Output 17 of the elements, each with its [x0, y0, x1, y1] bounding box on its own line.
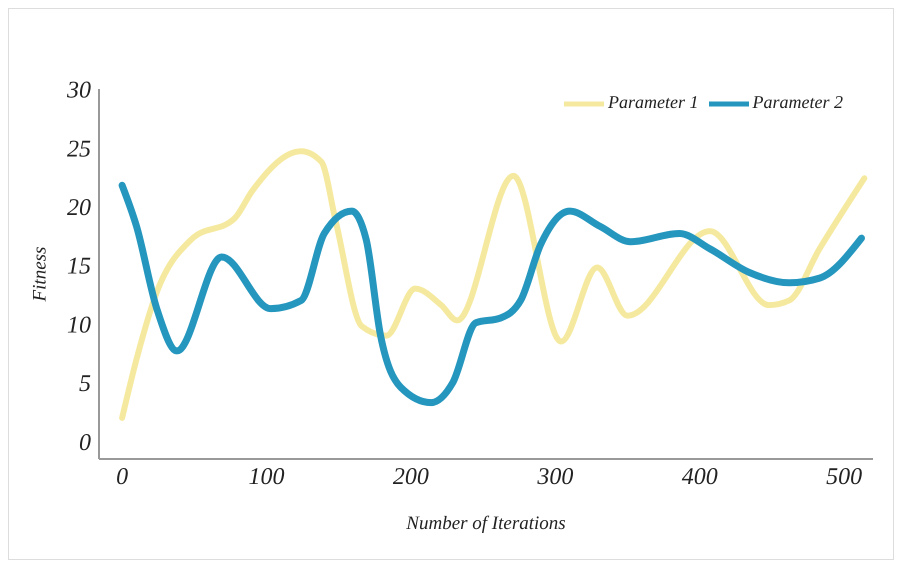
y-tick-label: 10: [67, 312, 91, 338]
y-tick-label: 15: [67, 254, 91, 280]
y-tick-label: 20: [67, 194, 91, 221]
x-tick-label: 100: [248, 464, 285, 490]
x-tick-label: 500: [826, 464, 862, 490]
legend-label: Parameter 1: [608, 92, 699, 112]
y-axis-title: Fitness: [30, 246, 51, 302]
x-tick-label: 400: [682, 464, 718, 490]
x-tick-label: 300: [536, 464, 574, 490]
y-tick-label: 30: [66, 78, 91, 104]
legend-label: Parameter 2: [752, 92, 843, 112]
x-axis-title: Number of Iterations: [405, 513, 566, 534]
y-tick-label: 25: [67, 136, 91, 162]
x-tick-label: 0: [116, 464, 128, 490]
y-tick-label: 5: [79, 371, 91, 398]
y-tick-label: 0: [79, 430, 91, 456]
x-tick-label: 200: [392, 464, 429, 490]
